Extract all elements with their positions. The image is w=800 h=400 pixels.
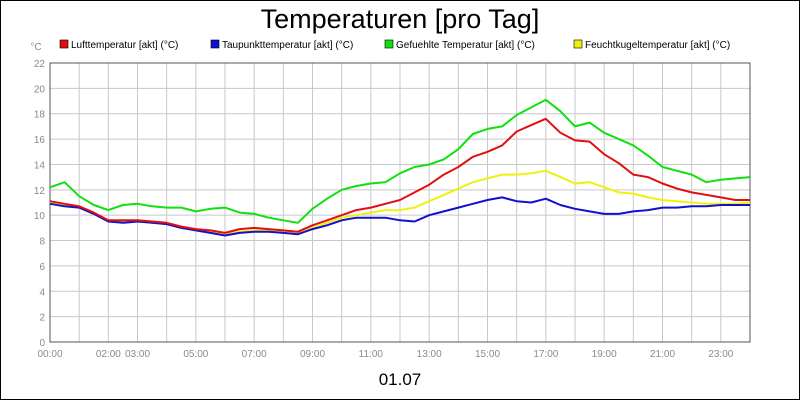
legend-entry: Taupunkttemperatur [akt] (°C) [210,39,353,51]
legend-swatch [59,39,69,49]
x-tick-label: 15:00 [475,349,500,360]
legend-entry: Gefuehlte Temperatur [akt] (°C) [384,39,535,51]
legend-entry: Feuchtkugeltemperatur [akt] (°C) [573,39,730,51]
legend: Lufttemperatur [akt] (°C) Taupunkttempera… [59,39,730,51]
y-axis-ticks: 0 2 4 6 8 10 12 14 16 18 20 22 [34,59,46,349]
series-line-3 [49,98,751,224]
legend-label: Taupunkttemperatur [akt] (°C) [222,40,353,51]
series-lines [49,98,751,237]
x-axis-date-label: 01.07 [379,370,422,389]
x-tick-label: 23:00 [708,349,733,360]
y-tick-label: 12 [34,186,46,197]
y-tick-label: 0 [39,338,45,349]
y-tick-label: 18 [34,110,46,121]
legend-swatch [210,39,220,49]
y-tick-label: 4 [39,287,45,298]
series-line-1 [49,117,750,234]
y-tick-label: 8 [39,237,45,248]
y-tick-label: 10 [34,211,46,222]
y-tick-label: 22 [34,59,46,70]
legend-swatch [384,39,394,49]
legend-label: Lufttemperatur [akt] (°C) [71,40,178,51]
x-tick-label: 13:00 [417,349,442,360]
legend-swatch [573,39,583,49]
y-tick-label: 16 [34,135,46,146]
x-tick-label: 17:00 [533,349,558,360]
x-tick-label: 03:00 [125,349,150,360]
legend-entry: Lufttemperatur [akt] (°C) [59,39,178,51]
series-line-2 [49,196,750,237]
x-tick-label: 02:00 [96,349,121,360]
legend-label: Feuchtkugeltemperatur [akt] (°C) [585,40,730,51]
x-tick-label: 05:00 [183,349,208,360]
x-tick-label: 11:00 [359,349,384,360]
legend-label: Gefuehlte Temperatur [akt] (°C) [396,40,535,51]
chart-title: Temperaturen [pro Tag] [261,4,540,34]
x-tick-label: 07:00 [242,349,267,360]
y-tick-label: 14 [34,160,46,171]
y-tick-label: 2 [39,313,45,324]
grid [50,63,750,342]
x-tick-label: 00:00 [37,349,62,360]
x-tick-label: 09:00 [300,349,325,360]
y-axis-unit: °C [30,42,41,53]
y-tick-label: 20 [34,84,46,95]
x-tick-label: 19:00 [592,349,617,360]
x-tick-label: 21:00 [650,349,675,360]
x-axis-ticks: 00:00 02:00 03:00 05:00 07:00 09:00 11:00 13:00… [37,349,733,360]
y-tick-label: 6 [39,262,45,273]
